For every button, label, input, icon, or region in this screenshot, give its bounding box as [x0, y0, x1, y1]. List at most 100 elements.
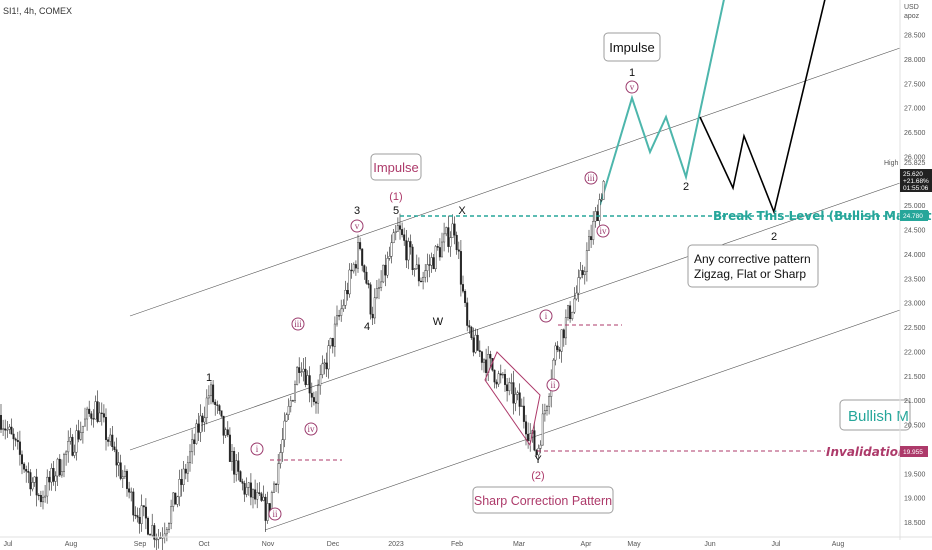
time-tick-1: Aug [65, 541, 78, 548]
bullish-text: Bullish M [848, 408, 909, 425]
candle-body [247, 482, 250, 488]
candle-body [472, 337, 475, 353]
candle-body [359, 242, 362, 250]
candle-body [2, 428, 5, 430]
candle-body [598, 199, 601, 222]
candle-body [581, 270, 584, 276]
candle-body [520, 405, 523, 407]
candle-body [134, 514, 137, 517]
wave-label-y: Y [534, 454, 542, 466]
candle-body [453, 223, 456, 236]
candle-body [262, 496, 265, 501]
candle-body [516, 392, 519, 395]
impulse-box-1: Impulse [370, 153, 422, 181]
candle-body [111, 434, 114, 448]
svg-text:01:55:06: 01:55:06 [903, 185, 929, 192]
wave-label-w: W [433, 316, 444, 328]
candle-body [94, 401, 97, 420]
svg-text:24.780: 24.780 [903, 213, 923, 220]
svg-text:v: v [630, 82, 635, 92]
candle-body [541, 413, 544, 446]
candle-body [29, 472, 32, 490]
candle-body [558, 349, 561, 352]
circle-label-v-1: v [350, 219, 364, 233]
candle-body [113, 446, 116, 450]
candle-body [396, 225, 399, 232]
candle-body [218, 405, 221, 411]
candle-body [495, 381, 498, 385]
candle-body [79, 432, 82, 440]
candle-body [367, 283, 370, 285]
currency-label: USD [904, 4, 919, 11]
time-axis[interactable]: Jul Aug Sep Oct Nov Dec 2023 Feb Mar Apr May Jun Jul… [0, 536, 932, 548]
candle-body [375, 288, 378, 298]
candle-body [594, 211, 597, 222]
candle-body [455, 234, 458, 251]
candle-body [33, 476, 36, 483]
candle-body [264, 496, 267, 521]
candle-body [251, 489, 254, 498]
candle-body [165, 529, 168, 535]
candle-body [73, 451, 76, 456]
candle-body [142, 505, 145, 508]
candle-body [86, 408, 89, 420]
circle-label-ii-1: ii [268, 507, 282, 521]
candle-body [224, 429, 227, 436]
candle-body [401, 229, 404, 235]
candle-body [462, 284, 465, 292]
candle-body [533, 430, 536, 451]
candle-body [394, 231, 397, 233]
candle-body [214, 401, 217, 405]
candle-body [39, 495, 42, 503]
price-tick-18: 19.500 [904, 471, 926, 478]
svg-text:ii: ii [272, 509, 278, 519]
time-tick-13: Aug [832, 541, 845, 548]
unit-label: apoz [904, 13, 920, 20]
wave-labels: 1 3 4 5 W X Y 2 2 1 (1) (2) [206, 67, 777, 482]
time-tick-7: Feb [451, 541, 463, 548]
candle-body [417, 264, 420, 282]
candle-body [426, 264, 429, 271]
candle-body [409, 241, 412, 248]
candle-body [327, 345, 330, 370]
svg-text:iii: iii [587, 173, 595, 183]
projection-black-path [699, 0, 826, 215]
candle-body [222, 415, 225, 436]
candle-body [14, 438, 17, 441]
candle-body [63, 454, 66, 472]
time-tick-9: Apr [581, 541, 593, 548]
candle-body [348, 269, 351, 295]
candle-body [220, 410, 223, 417]
price-axis[interactable]: USD apoz 28.500 28.000 27.500 27.000 26.500 2… [884, 0, 932, 540]
wave-label-paren-2: (2) [531, 470, 544, 482]
candle-body [237, 460, 240, 472]
candle-body [590, 236, 593, 241]
candle-body [562, 329, 565, 339]
candle-body [107, 439, 110, 442]
candle-body [182, 468, 185, 485]
candle-body [199, 415, 202, 433]
candle-body [167, 523, 170, 530]
candle-body [115, 449, 118, 466]
candle-body [308, 375, 311, 394]
candle-body [144, 506, 147, 519]
candle-body [411, 246, 414, 270]
candle-body [336, 315, 339, 325]
candle-body [392, 232, 395, 243]
candle-body [539, 444, 542, 449]
candle-body [60, 471, 63, 476]
candle-body [449, 237, 452, 247]
high-price: 25.825 [904, 160, 926, 167]
candle-body [365, 271, 368, 284]
candle-body [352, 264, 355, 272]
channel-line-lower [264, 309, 901, 531]
candle-body [48, 476, 51, 483]
candle-body [277, 463, 280, 485]
circle-label-i-2: i [539, 309, 553, 323]
candle-body [602, 181, 605, 200]
svg-text:i: i [545, 311, 548, 321]
candle-body [128, 488, 131, 493]
candle-body [388, 256, 391, 259]
